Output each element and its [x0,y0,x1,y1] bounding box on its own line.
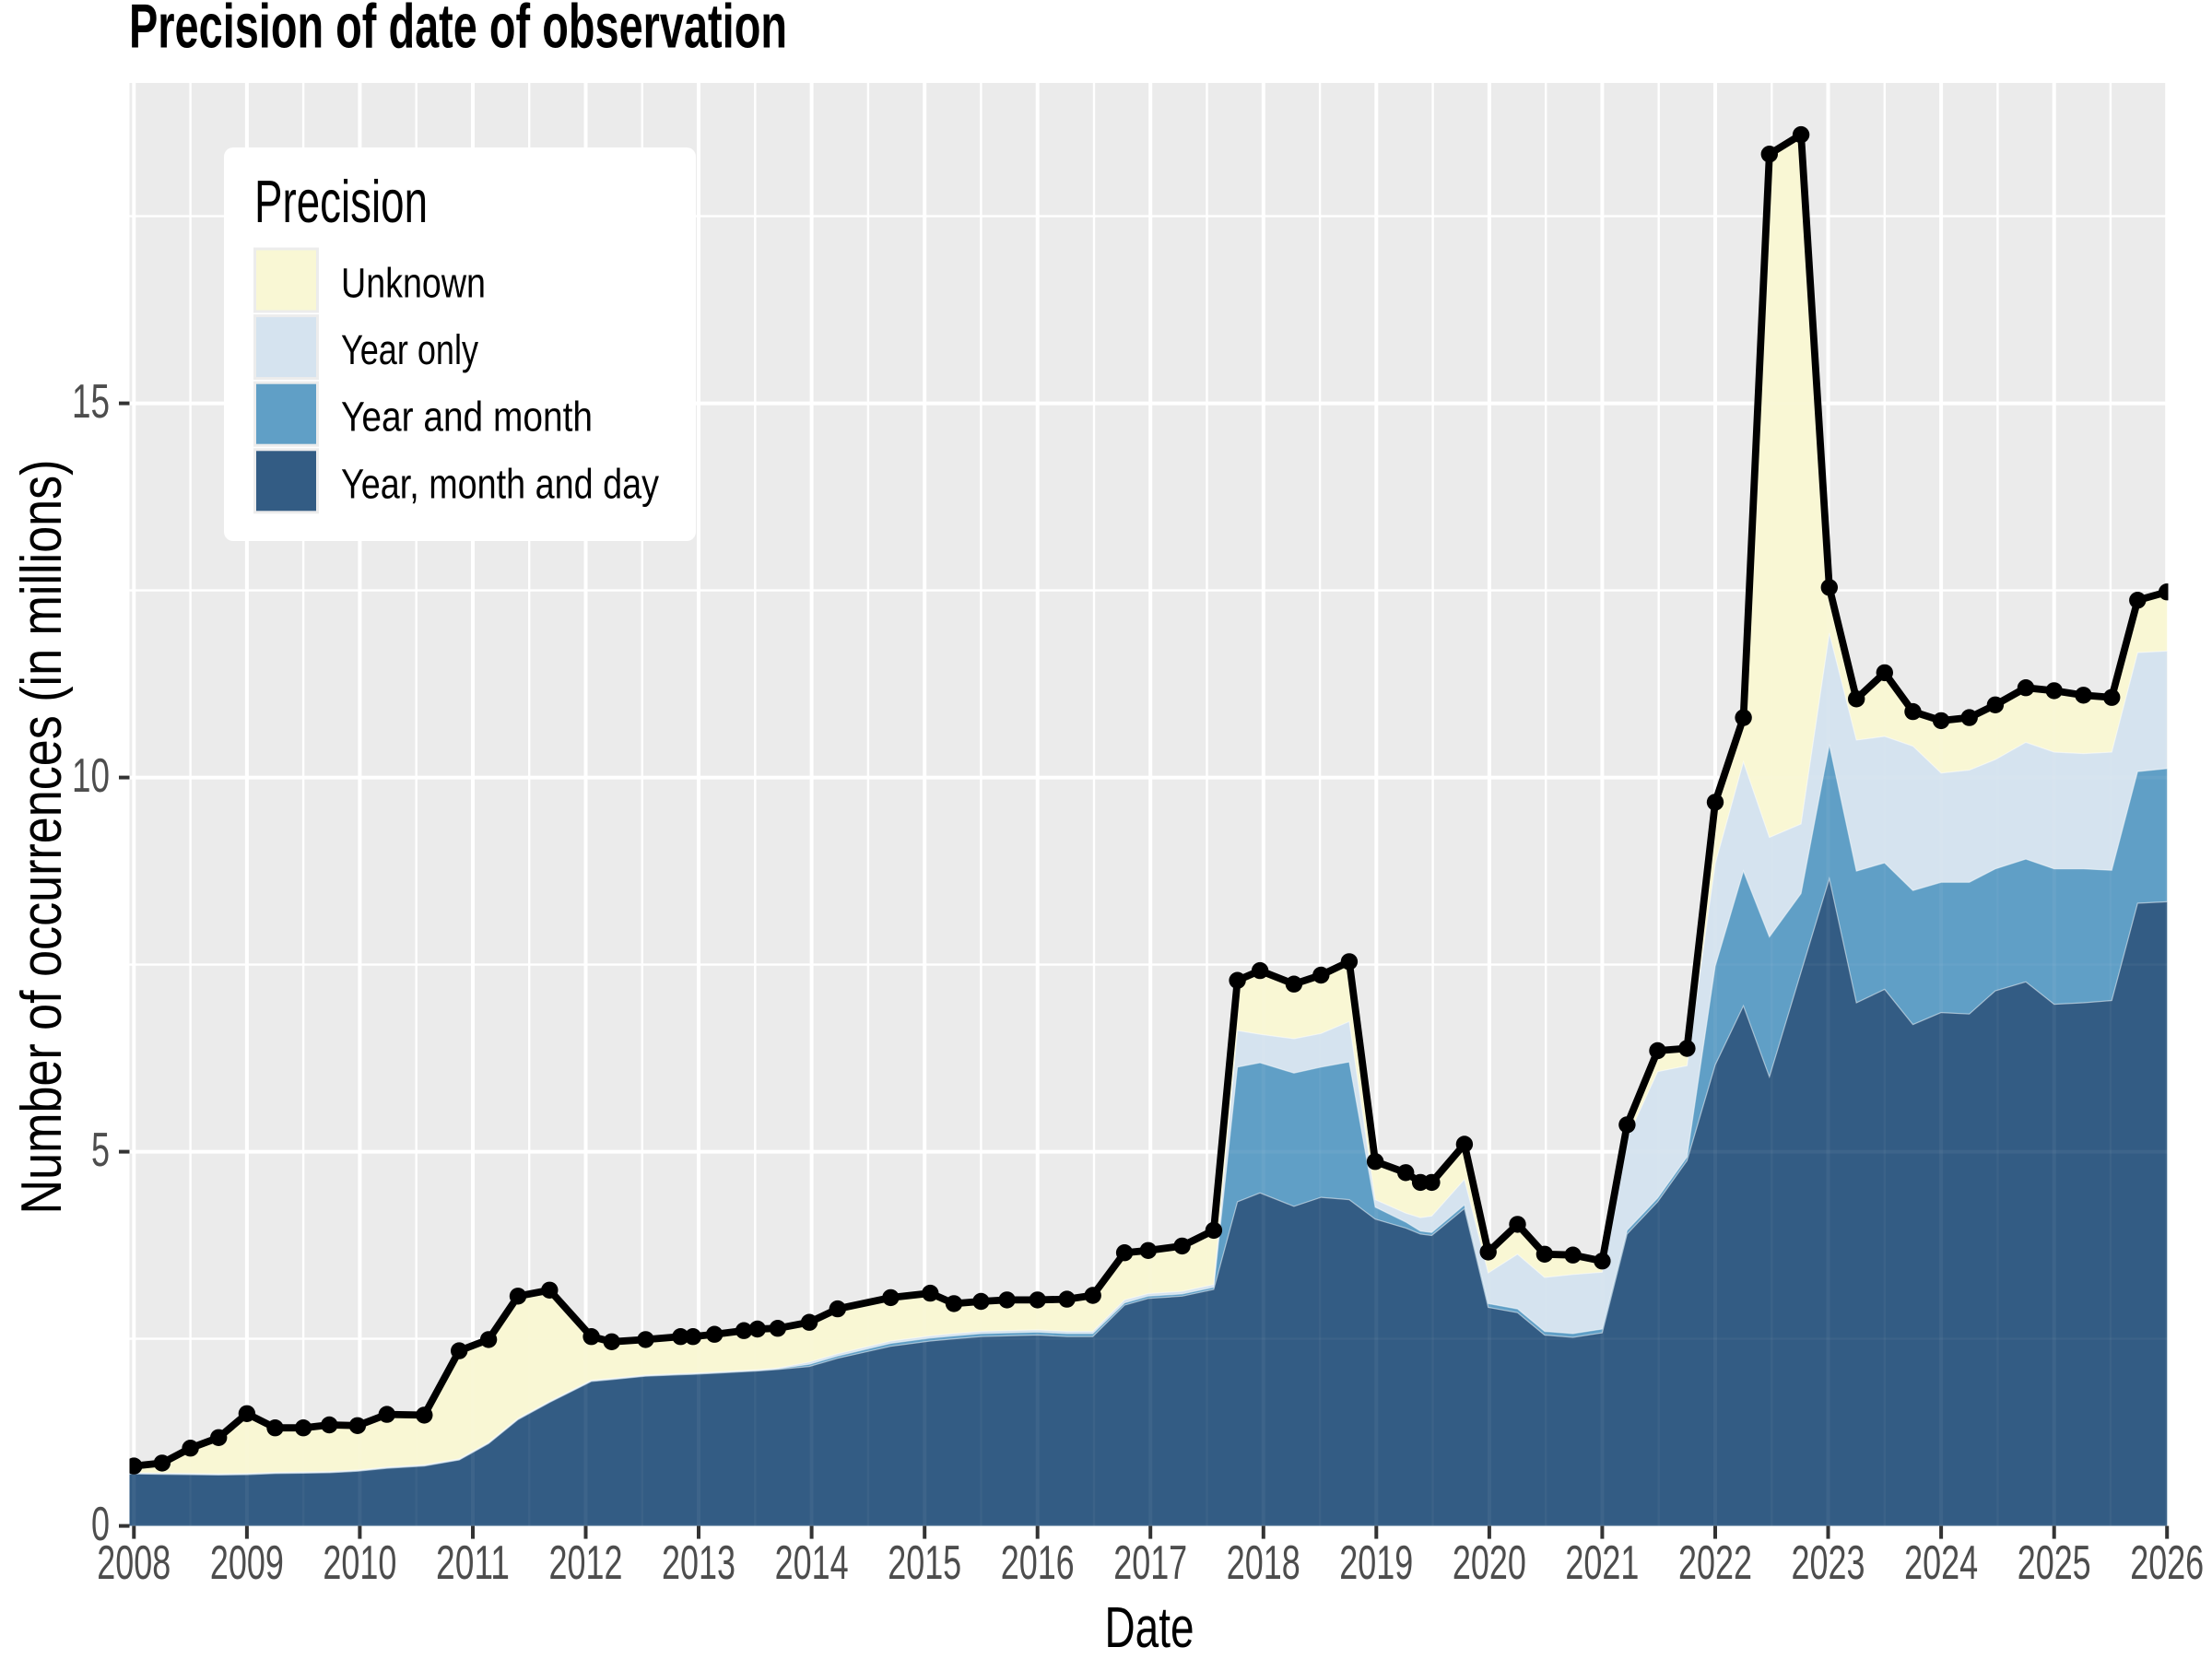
svg-text:Precision: Precision [254,168,428,235]
svg-text:2008: 2008 [97,1536,171,1590]
svg-text:2019: 2019 [1339,1536,1413,1590]
svg-text:2011: 2011 [436,1536,510,1590]
svg-text:2012: 2012 [549,1536,623,1590]
svg-text:2017: 2017 [1113,1536,1187,1590]
svg-text:Precision of date of observati: Precision of date of observation [129,0,787,62]
svg-text:2020: 2020 [1453,1536,1526,1590]
svg-text:2014: 2014 [775,1536,849,1590]
svg-text:2010: 2010 [323,1536,396,1590]
svg-text:5: 5 [91,1124,110,1177]
svg-text:Year only: Year only [341,326,478,373]
svg-text:15: 15 [72,375,110,429]
svg-text:2023: 2023 [1792,1536,1865,1590]
svg-text:Year, month and day: Year, month and day [341,460,659,507]
svg-text:2018: 2018 [1227,1536,1300,1590]
svg-text:2013: 2013 [662,1536,735,1590]
svg-text:2015: 2015 [888,1536,961,1590]
svg-text:0: 0 [91,1498,110,1551]
svg-text:2024: 2024 [1904,1536,1978,1590]
svg-text:2025: 2025 [2018,1536,2091,1590]
svg-text:Number of occurrences (in mill: Number of occurrences (in millions) [10,460,74,1215]
svg-text:Date: Date [1105,1596,1194,1659]
svg-text:2022: 2022 [1678,1536,1752,1590]
svg-text:2016: 2016 [1001,1536,1075,1590]
svg-text:10: 10 [72,749,110,803]
svg-text:2009: 2009 [210,1536,284,1590]
svg-text:Unknown: Unknown [341,260,486,307]
svg-text:Year and month: Year and month [341,394,593,441]
svg-text:2021: 2021 [1565,1536,1639,1590]
svg-text:2026: 2026 [2130,1536,2204,1590]
